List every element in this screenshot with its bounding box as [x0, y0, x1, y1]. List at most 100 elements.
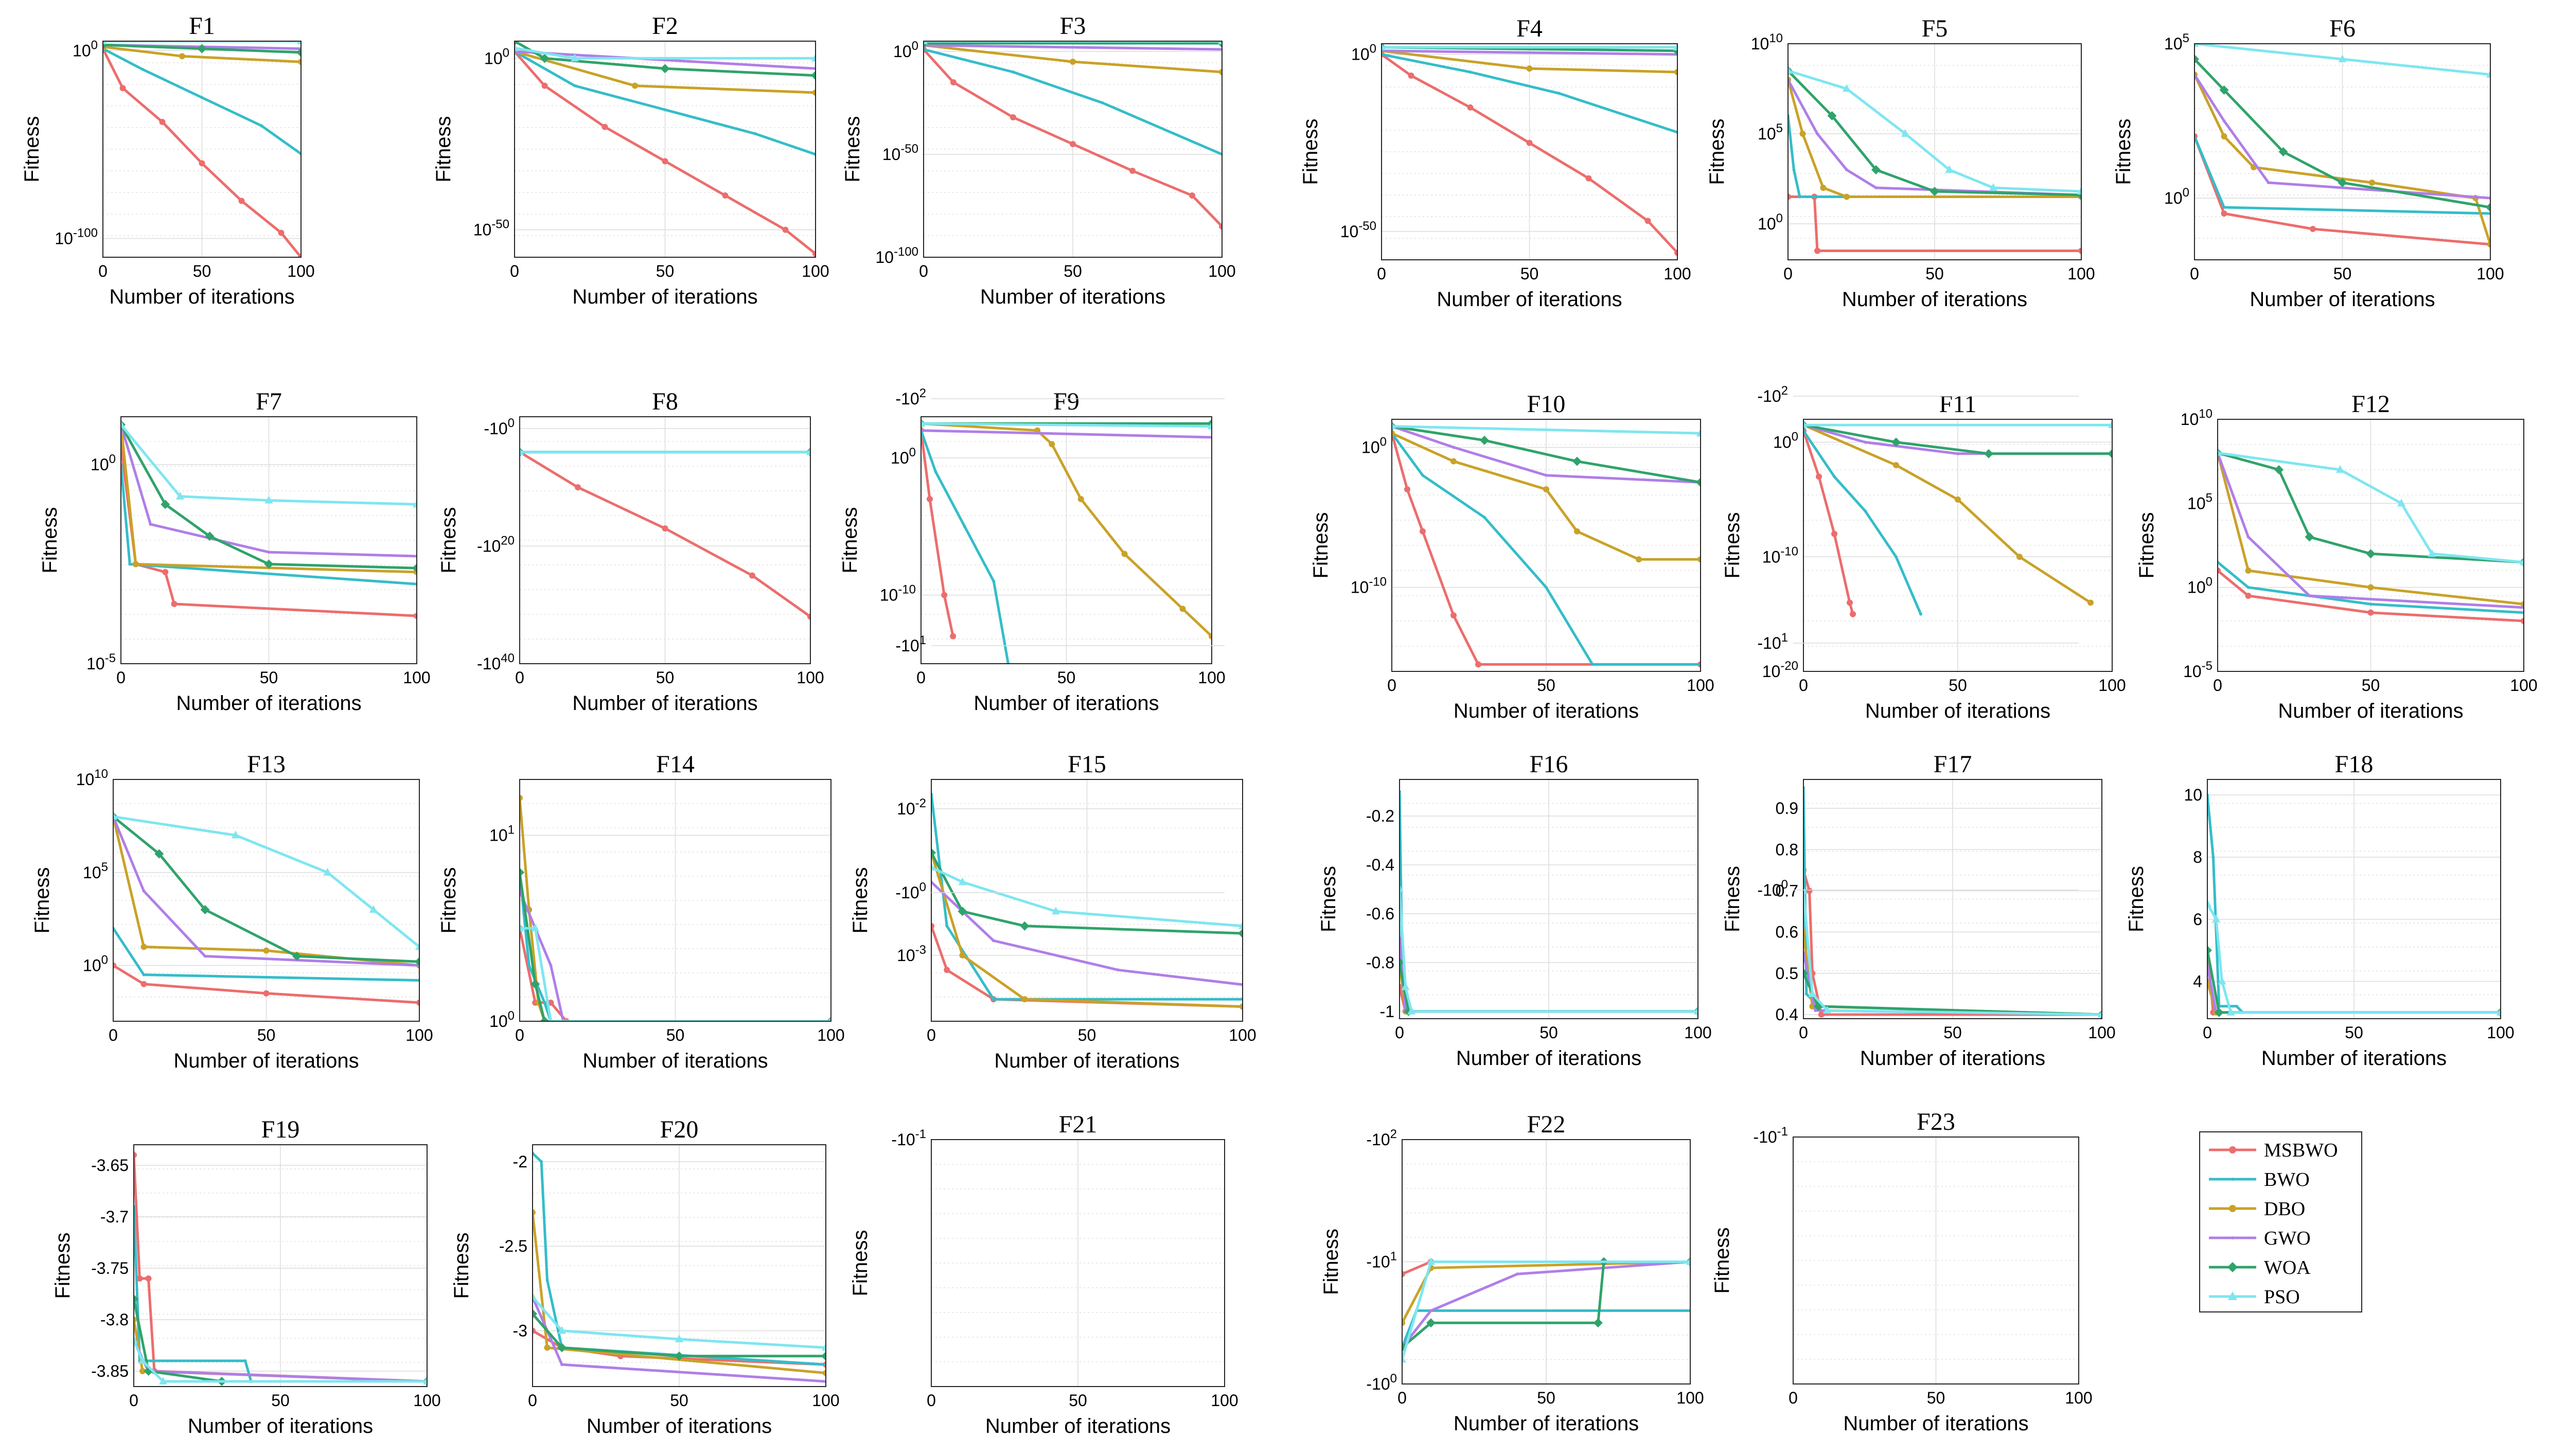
- y-tick-label: 0.9: [1776, 799, 1798, 818]
- data-point-bwo: [963, 525, 966, 528]
- y-axis-label: Fitness: [1317, 866, 1340, 932]
- data-point-msbwo: [1219, 223, 1222, 229]
- y-tick-label: -1040: [477, 651, 515, 673]
- data-point-msbwo: [1816, 473, 1822, 480]
- y-axis-label: Fitness: [1721, 866, 1744, 932]
- data-point-msbwo: [1450, 612, 1457, 619]
- data-point-woa: [1930, 187, 1939, 196]
- y-tick-label: -100: [1366, 1372, 1397, 1393]
- chart-title: F22: [1527, 1111, 1566, 1138]
- x-tick-label: 100: [1198, 668, 1225, 687]
- chart-f5: 0 50 100 1010 105 100 F5 Number of iterations Fi…: [1706, 15, 2095, 311]
- data-point-woa: [296, 47, 301, 57]
- data-point-dbo: [823, 1370, 826, 1376]
- data-point-bwo: [1591, 663, 1594, 666]
- legend-marker: [2227, 1262, 2238, 1272]
- x-tick-label: 50: [1537, 676, 1555, 695]
- x-tick-label: 100: [802, 262, 829, 280]
- data-point-msbwo: [1189, 192, 1195, 199]
- data-point-pso: [1823, 1005, 1832, 1014]
- data-point-bwo: [1101, 101, 1104, 104]
- x-tick-label: 100: [1663, 264, 1691, 283]
- x-axis-label: Number of iterations: [109, 286, 294, 308]
- y-axis-label: Fitness: [2112, 119, 2135, 185]
- y-axis-label: Fitness: [437, 867, 460, 934]
- data-point-gwo: [2246, 535, 2250, 539]
- data-point-gwo: [1820, 765, 1824, 768]
- y-tick-label: -0.6: [1366, 904, 1394, 923]
- data-point-woa: [1238, 929, 1243, 938]
- data-point-woa: [2274, 465, 2284, 474]
- series-line-pso: [121, 423, 417, 506]
- data-point-pso: [369, 905, 378, 913]
- data-point-pso: [2497, 1007, 2501, 1016]
- y-tick-label: 8: [2193, 848, 2202, 866]
- y-tick-label: -102: [1757, 384, 1788, 405]
- data-point-woa: [154, 849, 164, 859]
- x-axis-label: Number of iterations: [587, 1415, 772, 1437]
- chart-f16: 0 50 100 -0.2 -0.4 -0.6 -0.8 -1 F16 Number of ite…: [1317, 751, 1712, 1070]
- axes-frame: [931, 1139, 1225, 1387]
- data-point-woa: [1030, 666, 1039, 675]
- data-point-gwo: [1516, 1272, 1519, 1276]
- x-tick-label: 100: [1684, 1023, 1711, 1042]
- axes-frame: [102, 41, 302, 258]
- data-point-woa: [2194, 55, 2199, 64]
- data-point-msbwo: [749, 572, 755, 579]
- chart-title: F11: [1939, 390, 1977, 418]
- data-point-bwo: [992, 580, 996, 583]
- x-tick-label: 0: [510, 262, 519, 280]
- data-point-woa: [1572, 456, 1582, 466]
- data-point-pso: [558, 1326, 566, 1334]
- x-tick-label: 100: [1687, 676, 1714, 695]
- series-line-pso: [520, 927, 831, 1021]
- series-group: [1803, 420, 2112, 617]
- data-point-msbwo: [662, 158, 668, 165]
- series-group: [1402, 1257, 1690, 1363]
- data-point-dbo: [1636, 556, 1642, 563]
- x-tick-label: 0: [515, 668, 524, 687]
- y-axis-label: Fitness: [1706, 119, 1728, 185]
- series-group: [1400, 790, 1698, 1016]
- data-point-msbwo: [416, 999, 419, 1006]
- y-tick-label: -101: [895, 633, 926, 655]
- data-point-gwo: [992, 939, 995, 943]
- y-tick-label: -0.8: [1366, 953, 1394, 972]
- data-point-gwo: [149, 523, 152, 526]
- data-point-pso: [571, 54, 579, 62]
- x-tick-label: 0: [1377, 264, 1386, 283]
- y-tick-label: 0.5: [1776, 964, 1798, 983]
- data-point-pso: [297, 41, 301, 44]
- data-point-dbo: [179, 53, 185, 60]
- data-point-msbwo: [1408, 72, 1414, 79]
- chart-f4: 0 50 100 100 10-50 F4 Number of iterations Fitn…: [1299, 15, 1691, 311]
- series-group: [103, 41, 301, 257]
- data-point-dbo: [1526, 65, 1533, 72]
- y-axis-label: Fitness: [1711, 1228, 1733, 1294]
- data-point-dbo: [1222, 717, 1228, 723]
- data-point-pso: [138, 1356, 147, 1364]
- data-point-woa: [1220, 653, 1229, 663]
- y-tick-label: 0.4: [1776, 1005, 1798, 1024]
- data-point-pso: [828, 1017, 831, 1021]
- axes-frame: [532, 1144, 826, 1387]
- data-point-bwo: [573, 84, 576, 87]
- data-point-msbwo: [1644, 218, 1651, 224]
- series-line-pso: [1788, 69, 2081, 193]
- data-point-pso: [1686, 1257, 1690, 1265]
- data-point-pso: [2226, 1007, 2235, 1016]
- chart-title: F8: [652, 388, 678, 415]
- y-axis-label: Fitness: [31, 867, 54, 934]
- data-point-dbo: [2076, 714, 2082, 720]
- chart-f11: 0 50 100 100 10-10 10-20 F11 Number of iteratio…: [1721, 390, 2126, 722]
- data-point-msbwo: [238, 198, 245, 204]
- data-point-dbo: [1121, 551, 1128, 557]
- data-point-bwo: [1804, 992, 1808, 996]
- x-tick-label: 0: [116, 668, 126, 687]
- y-tick-label: 100: [2164, 186, 2189, 207]
- data-point-pso: [515, 43, 519, 51]
- data-point-pso: [958, 877, 967, 885]
- x-tick-label: 50: [2345, 1023, 2363, 1042]
- x-axis-label: Number of iterations: [173, 1050, 359, 1072]
- x-axis-label: Number of iterations: [973, 692, 1159, 715]
